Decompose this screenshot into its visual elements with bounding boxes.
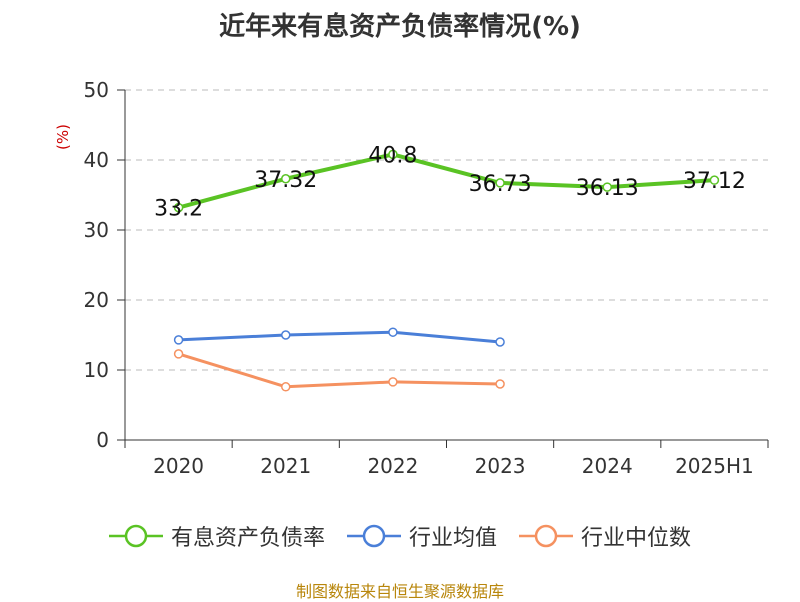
data-point	[281, 382, 291, 392]
y-tick-label: 50	[84, 78, 109, 102]
x-tick-label: 2021	[260, 454, 311, 478]
legend-label: 行业中位数	[581, 526, 692, 551]
series-line	[178, 330, 501, 344]
y-tick-label: 0	[96, 428, 109, 452]
legend-symbol	[108, 524, 163, 548]
y-tick-label: 20	[84, 288, 109, 312]
legend-symbol	[346, 524, 401, 548]
x-tick-label: 2020	[153, 454, 204, 478]
y-tick-label: 10	[84, 358, 109, 382]
chart-title: 近年来有息资产负债率情况(%)	[219, 12, 581, 42]
legend-label: 行业均值	[408, 526, 497, 551]
legend-symbol	[519, 524, 573, 548]
data-point	[495, 337, 505, 347]
data-point	[602, 182, 612, 192]
data-point	[173, 349, 184, 359]
data-point	[495, 379, 505, 389]
source-note: 制图数据来自恒生聚源数据库	[295, 582, 504, 601]
x-tick-label: 2022	[367, 454, 418, 478]
series-line	[178, 152, 715, 210]
data-label: 36.13	[576, 176, 639, 201]
x-tick-label: 2025H1	[675, 454, 754, 478]
data-label: 36.73	[469, 172, 532, 197]
data-label: 37.32	[254, 168, 317, 193]
data-point	[281, 174, 291, 184]
series-line	[178, 352, 501, 389]
data-point	[173, 335, 184, 345]
x-tick-label: 2024	[582, 454, 633, 478]
x-tick-label: 2023	[475, 454, 526, 478]
y-tick-label: 30	[84, 218, 109, 242]
legend-item[interactable]: 行业中位数	[519, 520, 691, 552]
data-label: 33.2	[154, 197, 203, 222]
chart-legend: 有息资产负债率 行业均值 行业中位数	[0, 520, 800, 552]
data-point	[388, 149, 398, 160]
legend-label: 有息资产负债率	[170, 526, 325, 551]
data-point	[709, 175, 720, 185]
data-label: 40.8	[368, 143, 417, 168]
legend-item[interactable]: 行业均值	[346, 520, 497, 552]
data-point	[388, 377, 398, 387]
legend-item[interactable]: 有息资产负债率	[108, 520, 325, 552]
data-point	[388, 327, 398, 337]
data-label: 37.12	[683, 169, 746, 194]
line-chart: 0 10 20 30 40 50 2020 2021 2022 2023 2024 2025H1 33.…	[84, 78, 769, 478]
y-tick-label: 40	[84, 148, 109, 172]
data-point	[173, 202, 184, 213]
data-point	[281, 330, 291, 340]
data-point	[495, 178, 505, 188]
